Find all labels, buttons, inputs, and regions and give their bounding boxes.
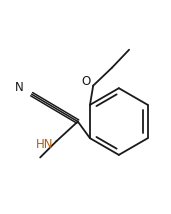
Text: HN: HN bbox=[36, 138, 53, 151]
Text: N: N bbox=[15, 81, 24, 94]
Text: O: O bbox=[81, 75, 90, 88]
